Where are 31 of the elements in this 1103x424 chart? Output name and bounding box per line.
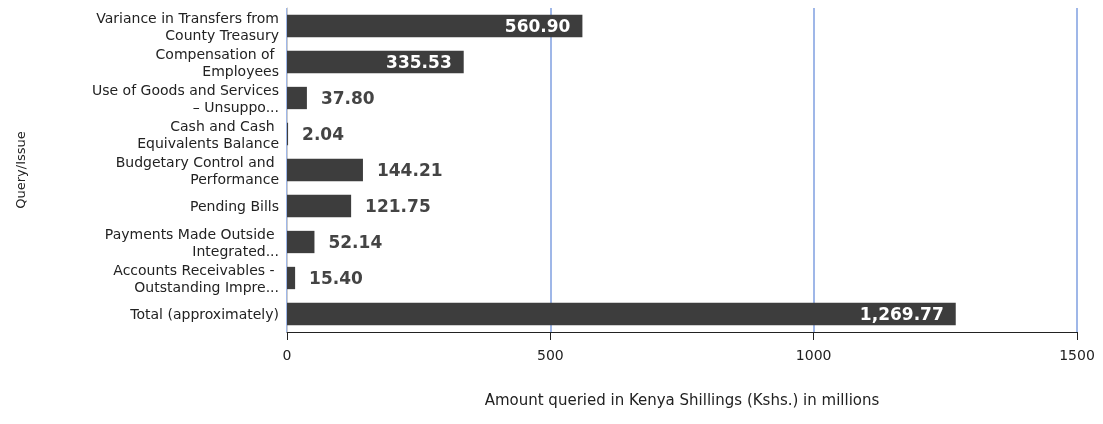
x-axis-title: Amount queried in Kenya Shillings (Kshs.) in millions — [484, 390, 880, 409]
y-tick-label: Cash and Cash Equivalents Balance — [137, 117, 279, 151]
bar — [287, 302, 956, 326]
y-tick-label: Compensation of Employees — [155, 45, 279, 79]
data-label: 37.80 — [320, 88, 375, 108]
data-label: 335.53 — [386, 52, 452, 72]
data-label: 15.40 — [309, 268, 364, 288]
bar — [287, 14, 583, 38]
bar — [287, 194, 352, 218]
y-tick-label: Budgetary Control and Performance — [115, 153, 279, 187]
bar — [287, 230, 315, 254]
x-tick-label: 1500 — [1059, 347, 1095, 363]
y-axis-title: Query/Issue — [13, 131, 28, 209]
data-label: 52.14 — [328, 232, 383, 252]
data-label: 2.04 — [302, 124, 345, 144]
y-tick-label: Use of Goods and Services – Unsuppo... — [92, 81, 279, 115]
data-label: 121.75 — [365, 196, 431, 216]
data-label: 560.90 — [504, 16, 571, 36]
y-tick-label: Variance in Transfers from County Treasury — [96, 9, 279, 43]
data-label: 1,269.77 — [859, 304, 944, 324]
y-tick-label: Payments Made Outside Integrated... — [104, 225, 279, 259]
bar — [287, 266, 296, 290]
x-tick-label: 0 — [282, 347, 292, 363]
x-tick-label: 500 — [536, 347, 564, 363]
x-tick-label: 1000 — [795, 347, 832, 363]
y-tick-label: Total (approximately) — [129, 306, 279, 322]
bar — [287, 86, 307, 110]
data-label: 144.21 — [376, 160, 443, 180]
y-tick-label: Pending Bills — [190, 198, 279, 214]
bar — [287, 158, 363, 182]
y-tick-label: Accounts Receivables - Outstanding Impre... — [113, 261, 279, 295]
